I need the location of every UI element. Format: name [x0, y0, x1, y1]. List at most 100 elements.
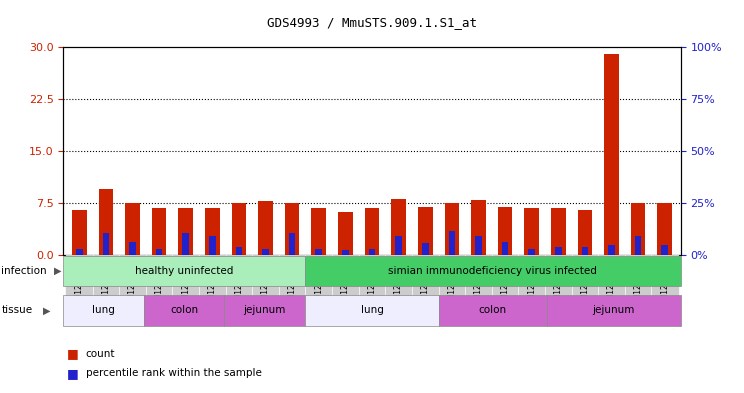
Bar: [658, 204, 672, 255]
Bar: [125, 204, 140, 255]
Bar: [571, 255, 598, 326]
Bar: [63, 296, 144, 325]
Text: GSM1249381: GSM1249381: [261, 259, 270, 310]
Text: lung: lung: [361, 305, 383, 316]
Text: jejunum: jejunum: [243, 305, 286, 316]
Text: ■: ■: [67, 347, 79, 360]
Bar: [231, 204, 246, 255]
Bar: [315, 248, 322, 255]
Bar: [332, 255, 359, 326]
Bar: [652, 255, 678, 326]
Bar: [305, 256, 681, 286]
Bar: [547, 296, 681, 325]
Text: healthy uninfected: healthy uninfected: [135, 266, 234, 276]
Text: GSM1249386: GSM1249386: [314, 259, 323, 310]
Bar: [471, 200, 486, 255]
Bar: [412, 255, 438, 326]
Bar: [236, 247, 243, 255]
Text: colon: colon: [478, 305, 507, 316]
Bar: [285, 204, 300, 255]
Bar: [76, 249, 83, 255]
Bar: [582, 247, 589, 255]
Bar: [182, 233, 189, 255]
Text: GSM1249370: GSM1249370: [182, 259, 190, 310]
Text: colon: colon: [170, 305, 198, 316]
Bar: [312, 208, 326, 255]
Text: GSM1249366: GSM1249366: [474, 259, 483, 310]
Text: GSM1249368: GSM1249368: [527, 259, 536, 310]
Bar: [359, 255, 385, 326]
Bar: [305, 296, 439, 325]
Text: percentile rank within the sample: percentile rank within the sample: [86, 368, 261, 378]
Text: ■: ■: [67, 367, 79, 380]
Bar: [475, 236, 482, 255]
Text: GSM1249375: GSM1249375: [554, 259, 562, 310]
Bar: [144, 296, 225, 325]
Text: GSM1249376: GSM1249376: [580, 259, 589, 310]
Bar: [205, 208, 219, 255]
Bar: [103, 233, 109, 255]
Text: tissue: tissue: [1, 305, 33, 316]
Bar: [209, 236, 216, 255]
Bar: [598, 255, 625, 326]
Bar: [555, 247, 562, 255]
Text: GSM1249377: GSM1249377: [607, 259, 616, 310]
Text: GSM1249391: GSM1249391: [74, 259, 84, 310]
Bar: [498, 207, 513, 255]
Bar: [635, 236, 641, 255]
Bar: [66, 255, 92, 326]
Bar: [279, 255, 306, 326]
Text: GSM1249390: GSM1249390: [421, 259, 430, 310]
Bar: [528, 248, 535, 255]
Text: GSM1249389: GSM1249389: [394, 259, 403, 310]
Text: GSM1249365: GSM1249365: [447, 259, 456, 310]
Bar: [439, 296, 547, 325]
Bar: [395, 236, 402, 255]
Bar: [225, 296, 305, 325]
Bar: [465, 255, 492, 326]
Bar: [609, 245, 615, 255]
Text: GSM1249371: GSM1249371: [208, 259, 217, 310]
Bar: [661, 245, 668, 255]
Bar: [545, 255, 571, 326]
Bar: [625, 255, 652, 326]
Text: GDS4993 / MmuSTS.909.1.S1_at: GDS4993 / MmuSTS.909.1.S1_at: [267, 16, 477, 29]
Bar: [438, 255, 465, 326]
Text: GSM1249387: GSM1249387: [341, 259, 350, 310]
Text: GSM1249380: GSM1249380: [234, 259, 243, 310]
Text: GSM1249369: GSM1249369: [155, 259, 164, 310]
Bar: [369, 248, 375, 255]
Bar: [92, 255, 119, 326]
Bar: [119, 255, 146, 326]
Bar: [391, 198, 406, 255]
Bar: [72, 210, 86, 255]
Bar: [525, 208, 539, 255]
Text: jejunum: jejunum: [592, 305, 635, 316]
Bar: [63, 256, 305, 286]
Text: ▶: ▶: [54, 266, 61, 276]
Bar: [306, 255, 332, 326]
Bar: [422, 243, 429, 255]
Bar: [173, 255, 199, 326]
Bar: [338, 212, 353, 255]
Bar: [449, 231, 455, 255]
Bar: [252, 255, 279, 326]
Text: infection: infection: [1, 266, 47, 276]
Bar: [418, 207, 432, 255]
Bar: [262, 249, 269, 255]
Bar: [501, 242, 508, 255]
Text: lung: lung: [92, 305, 115, 316]
Bar: [492, 255, 519, 326]
Bar: [577, 210, 592, 255]
Text: GSM1249392: GSM1249392: [101, 259, 110, 310]
Bar: [385, 255, 412, 326]
Bar: [225, 255, 252, 326]
Text: GSM1249367: GSM1249367: [501, 259, 510, 310]
Bar: [342, 250, 349, 255]
Bar: [179, 208, 193, 255]
Bar: [155, 248, 162, 255]
Bar: [551, 208, 565, 255]
Bar: [289, 233, 295, 255]
Bar: [129, 242, 135, 255]
Text: simian immunodeficiency virus infected: simian immunodeficiency virus infected: [388, 266, 597, 276]
